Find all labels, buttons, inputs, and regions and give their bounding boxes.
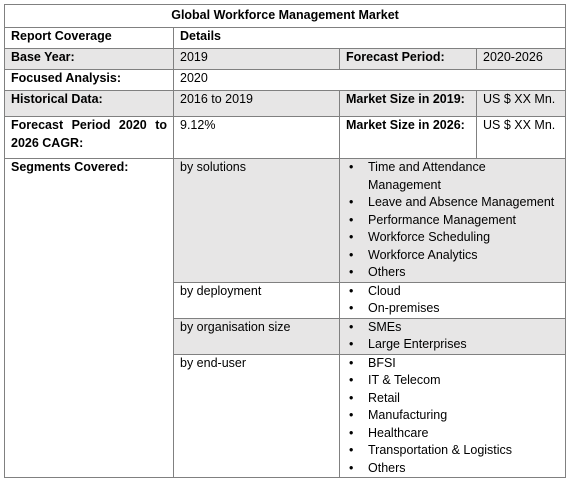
segment-item-label: IT & Telecom — [368, 373, 441, 387]
cagr-label: Forecast Period 2020 to 2026 CAGR: — [4, 116, 174, 159]
details-header: Details — [172, 27, 567, 49]
bullet-icon: • — [349, 247, 354, 262]
market-report-table: Global Workforce Management Market Repor… — [3, 4, 567, 478]
segment-items: • Time and Attendance Management • Leave an… — [338, 158, 567, 283]
segment-row-deployment: by deployment • Cloud • On-premises — [4, 281, 567, 319]
bullet-icon: • — [349, 425, 354, 440]
segment-item: • Large Enterprises — [349, 336, 559, 354]
historical-row: Historical Data: 2016 to 2019 Market Siz… — [4, 90, 567, 117]
segment-item-label: Workforce Scheduling — [368, 230, 491, 244]
market-size-2026-label: Market Size in 2026: — [339, 116, 477, 159]
bullet-icon: • — [349, 160, 354, 174]
segment-item: • Transportation & Logistics — [349, 442, 559, 460]
base-year-row: Base Year: 2019 Forecast Period: 2020-20… — [4, 48, 567, 70]
segment-name: by solutions — [173, 158, 340, 283]
report-coverage-header: Report Coverage — [4, 27, 174, 49]
segment-item-label: Cloud — [368, 283, 401, 298]
segment-item-label: Performance Management — [368, 212, 516, 227]
bullet-icon: • — [349, 283, 354, 298]
table-title: Global Workforce Management Market — [3, 4, 567, 28]
segment-item: • Manufacturing — [349, 407, 559, 425]
historical-data-label: Historical Data: — [4, 90, 174, 117]
focused-analysis-label: Focused Analysis: — [4, 69, 174, 91]
segment-item-label: BFSI — [368, 355, 396, 370]
segment-items: • BFSI • IT & Telecom • Retail • Manufacturing •… — [338, 353, 567, 478]
forecast-period-value: 2020-2026 — [475, 48, 567, 70]
bullet-icon: • — [349, 390, 354, 405]
segment-item-label: Others — [368, 460, 406, 475]
segment-name: by organisation size — [173, 317, 340, 355]
segment-items: • Cloud • On-premises — [338, 281, 567, 319]
bullet-icon: • — [349, 301, 354, 315]
segment-item: • BFSI — [349, 355, 559, 373]
segment-item: • Retail — [349, 390, 559, 408]
segment-item-label: On-premises — [368, 301, 440, 315]
focused-analysis-value: 2020 — [172, 69, 567, 91]
segment-item: • Healthcare — [349, 425, 559, 443]
segment-item-label: Leave and Absence Management — [368, 195, 555, 209]
bullet-icon: • — [349, 337, 354, 351]
bullet-icon: • — [349, 319, 354, 334]
historical-data-value: 2016 to 2019 — [173, 90, 340, 117]
segment-item-label: Time and Attendance Management — [368, 160, 486, 192]
segment-name: by end-user — [173, 353, 340, 478]
segment-item-label: SMEs — [368, 319, 402, 334]
segment-item: • Workforce Scheduling — [349, 229, 559, 247]
cagr-row: Forecast Period 2020 to 2026 CAGR: 9.12%… — [4, 116, 567, 159]
forecast-period-label: Forecast Period: — [339, 48, 477, 70]
market-size-2019-label: Market Size in 2019: — [339, 90, 477, 117]
segment-item: • IT & Telecom — [349, 372, 559, 390]
bullet-icon: • — [349, 373, 354, 387]
segment-list: • Cloud • On-premises — [346, 283, 559, 318]
cagr-value: 9.12% — [173, 116, 340, 159]
segment-item-label: Transportation & Logistics — [368, 443, 513, 457]
segment-item: • Time and Attendance Management — [349, 159, 559, 194]
bullet-icon: • — [349, 355, 354, 370]
bullet-icon: • — [349, 212, 354, 227]
market-size-2026-value: US $ XX Mn. — [475, 116, 567, 159]
base-year-value: 2019 — [173, 48, 340, 70]
segment-item: • Others — [349, 460, 559, 478]
segment-item: • Leave and Absence Management — [349, 194, 559, 212]
bullet-icon: • — [349, 460, 354, 475]
segment-item: • Cloud — [349, 283, 559, 301]
segment-item: • On-premises — [349, 300, 559, 318]
segment-list: • Time and Attendance Management • Leave an… — [346, 159, 559, 282]
segment-row-solutions: Segments Covered: by solutions • Time and… — [4, 158, 567, 478]
bullet-icon: • — [349, 195, 354, 209]
segment-item-label: Manufacturing — [368, 408, 448, 422]
segment-list: • BFSI • IT & Telecom • Retail • Manufacturing •… — [346, 355, 559, 478]
base-year-label: Base Year: — [4, 48, 174, 70]
segment-list: • SMEs • Large Enterprises — [346, 319, 559, 354]
segment-item-label: Retail — [368, 390, 400, 405]
bullet-icon: • — [349, 443, 354, 457]
segment-item-label: Others — [368, 265, 406, 279]
segment-item-label: Healthcare — [368, 425, 429, 440]
market-size-2019-value: US $ XX Mn. — [475, 90, 567, 117]
bullet-icon: • — [349, 408, 354, 422]
segment-item: • SMEs — [349, 319, 559, 337]
segment-item: • Workforce Analytics — [349, 247, 559, 265]
segment-items: • SMEs • Large Enterprises — [338, 317, 567, 355]
segment-name: by deployment — [173, 281, 340, 319]
segment-item: • Performance Management — [349, 212, 559, 230]
focused-analysis-row: Focused Analysis: 2020 — [4, 69, 567, 91]
bullet-icon: • — [349, 265, 354, 279]
segment-item: • Others — [349, 264, 559, 282]
segment-item-label: Workforce Analytics — [368, 247, 478, 262]
segment-item-label: Large Enterprises — [368, 337, 467, 351]
bullet-icon: • — [349, 230, 354, 244]
segments-covered-label: Segments Covered: — [4, 158, 174, 478]
